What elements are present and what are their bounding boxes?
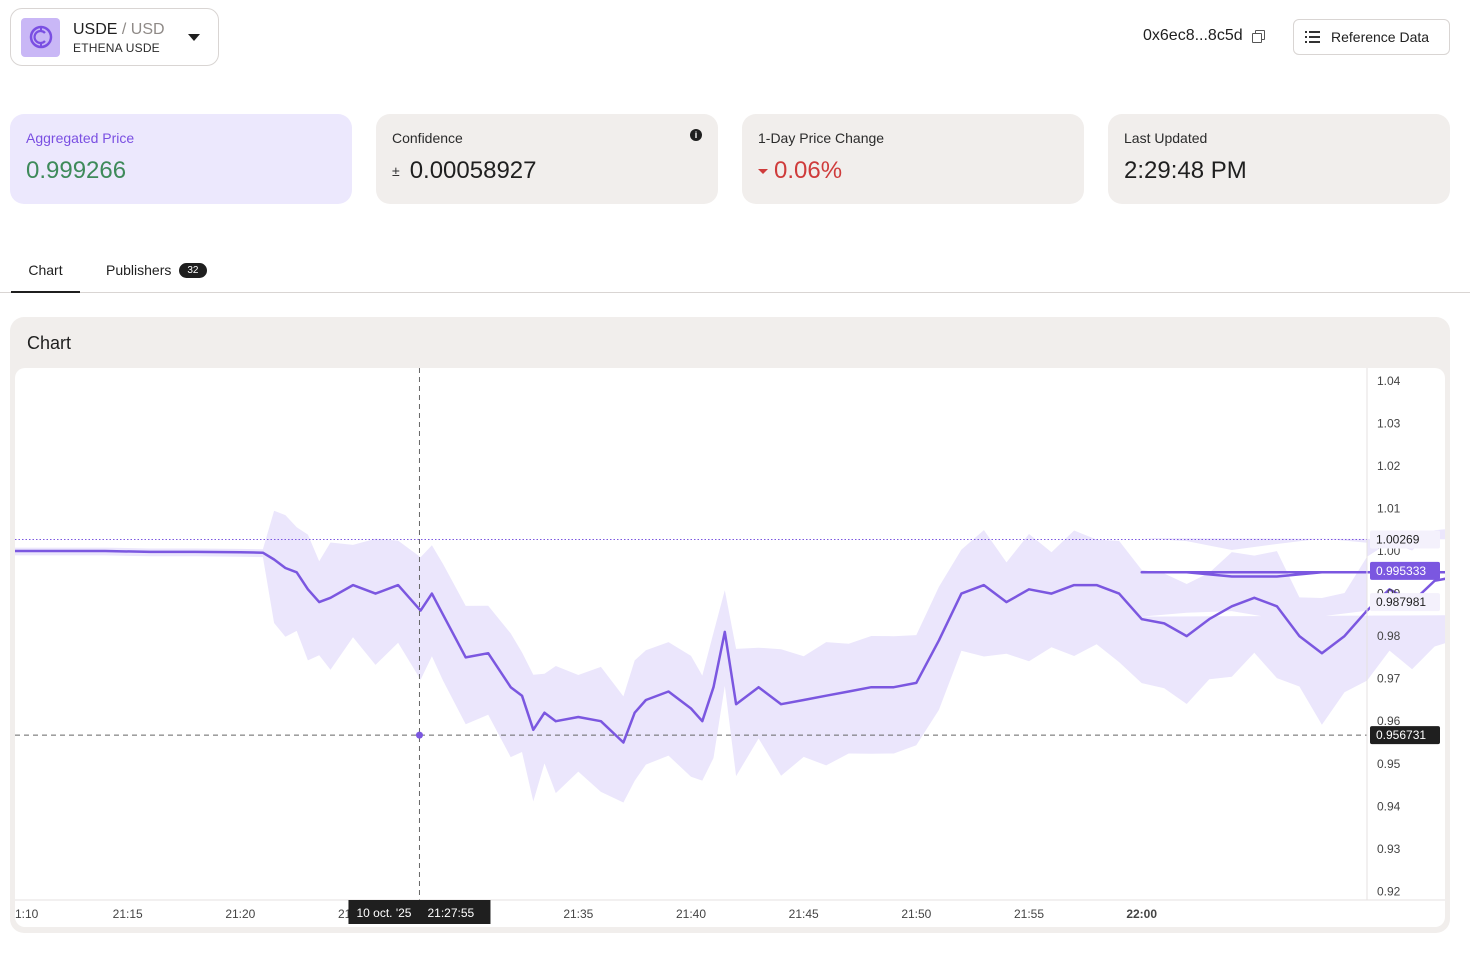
x-tick-label: 21:45 [789, 907, 819, 921]
last-updated-value: 2:29:48 PM [1124, 157, 1247, 184]
confidence-label: Confidence [392, 130, 463, 146]
aggregated-price-card: Aggregated Price 0.999266 [10, 114, 352, 204]
x-tick-label: 22:00 [1126, 907, 1157, 921]
crosshair-time-date: 10 oct. '25 [356, 906, 411, 920]
price-change-value: 0.06% [774, 157, 843, 184]
low-band-price-label-bg [1370, 593, 1440, 612]
y-tick-label: 1.02 [1377, 459, 1401, 473]
y-tick-label: 0.94 [1377, 799, 1401, 813]
list-icon [1305, 31, 1320, 43]
x-tick-label: 21:50 [901, 907, 931, 921]
copy-icon[interactable] [1251, 29, 1265, 43]
chart-panel: Chart 1.041.031.021.011.000.990.980.970.… [10, 317, 1450, 933]
y-tick-label: 0.96 [1377, 714, 1401, 728]
crosshair-price-label: 0.956731 [1376, 728, 1426, 742]
price-line [15, 549, 1445, 744]
y-tick-label: 0.95 [1377, 757, 1401, 771]
usde-coin-icon [21, 17, 60, 57]
tab-chart[interactable]: Chart [11, 262, 80, 293]
chevron-down-icon[interactable] [188, 33, 200, 41]
x-tick-label: 21:40 [676, 907, 706, 921]
x-tick-label: 21:15 [113, 907, 143, 921]
y-tick-label: 0.97 [1377, 672, 1401, 686]
aggregated-price-label: Aggregated Price [26, 130, 135, 146]
x-tick-label: 21:55 [1014, 907, 1044, 921]
last-updated-card: Last Updated 2:29:48 PM [1108, 114, 1450, 204]
y-axis-ticks: 1.041.031.021.011.000.990.980.970.960.95… [1377, 374, 1401, 899]
y-tick-label: 1.01 [1377, 501, 1401, 515]
crosshair-time: 21:27:55 [427, 906, 474, 920]
price-change-label: 1-Day Price Change [758, 130, 885, 146]
plus-minus-icon: ± [392, 163, 400, 179]
high-price-label-bg [1370, 530, 1440, 549]
publishers-count-badge: 32 [179, 262, 207, 278]
crosshair-point [415, 731, 423, 739]
symbol-base: USDE [73, 20, 118, 38]
feed-address: 0x6ec8...8c5d [1143, 27, 1243, 44]
low-band-price-label: 0.987981 [1376, 595, 1426, 609]
current-price-label: 0.995333 [1376, 564, 1426, 578]
x-axis-ticks: 1:1021:1521:2021:2521:3021:3521:4021:452… [15, 907, 1157, 921]
aggregated-price-value: 0.999266 [26, 157, 127, 184]
price-chart-svg[interactable]: 1.041.031.021.011.000.990.980.970.960.95… [15, 368, 1445, 927]
price-chart[interactable]: 1.041.031.021.011.000.990.980.970.960.95… [15, 368, 1445, 927]
current-price-label-bg [1370, 561, 1440, 580]
symbol-picker[interactable]: USDE / USD ETHENA USDE [10, 8, 219, 66]
x-tick-label: 21:20 [225, 907, 255, 921]
crosshair-price-label-bg [1370, 726, 1440, 745]
y-tick-label: 1.03 [1377, 416, 1401, 430]
symbol-quote: / USD [121, 20, 165, 38]
reference-data-label: Reference Data [1331, 29, 1430, 45]
high-price-label: 1.00269 [1376, 533, 1420, 547]
price-labels: 1.00269 0.995333 0.987981 0.956731 10 oct. '… [348, 530, 1440, 924]
confidence-card: Confidence i ± 0.00058927 [376, 114, 718, 204]
last-updated-label: Last Updated [1124, 130, 1208, 146]
crosshair-time-bg [348, 900, 491, 924]
tab-publishers-label: Publishers [106, 262, 172, 278]
price-change-card: 1-Day Price Change 0.06% [742, 114, 1084, 204]
info-icon[interactable]: i [690, 129, 702, 141]
reference-data-button[interactable]: Reference Data [1293, 19, 1450, 55]
confidence-value: 0.00058927 [409, 157, 537, 184]
down-triangle-icon [758, 168, 768, 174]
tab-publishers[interactable]: Publishers 32 [106, 262, 207, 278]
y-tick-label: 0.98 [1377, 629, 1401, 643]
confidence-band [15, 510, 1445, 803]
tab-bar: Chart Publishers 32 [0, 250, 1470, 293]
x-tick-label: 21:35 [563, 907, 593, 921]
x-tick-label: 1:10 [15, 907, 39, 921]
y-tick-label: 1.04 [1377, 374, 1401, 388]
y-tick-label: 0.93 [1377, 842, 1401, 856]
symbol-description: ETHENA USDE [73, 40, 160, 55]
chart-panel-title: Chart [27, 333, 72, 353]
y-tick-label: 0.92 [1377, 884, 1401, 898]
